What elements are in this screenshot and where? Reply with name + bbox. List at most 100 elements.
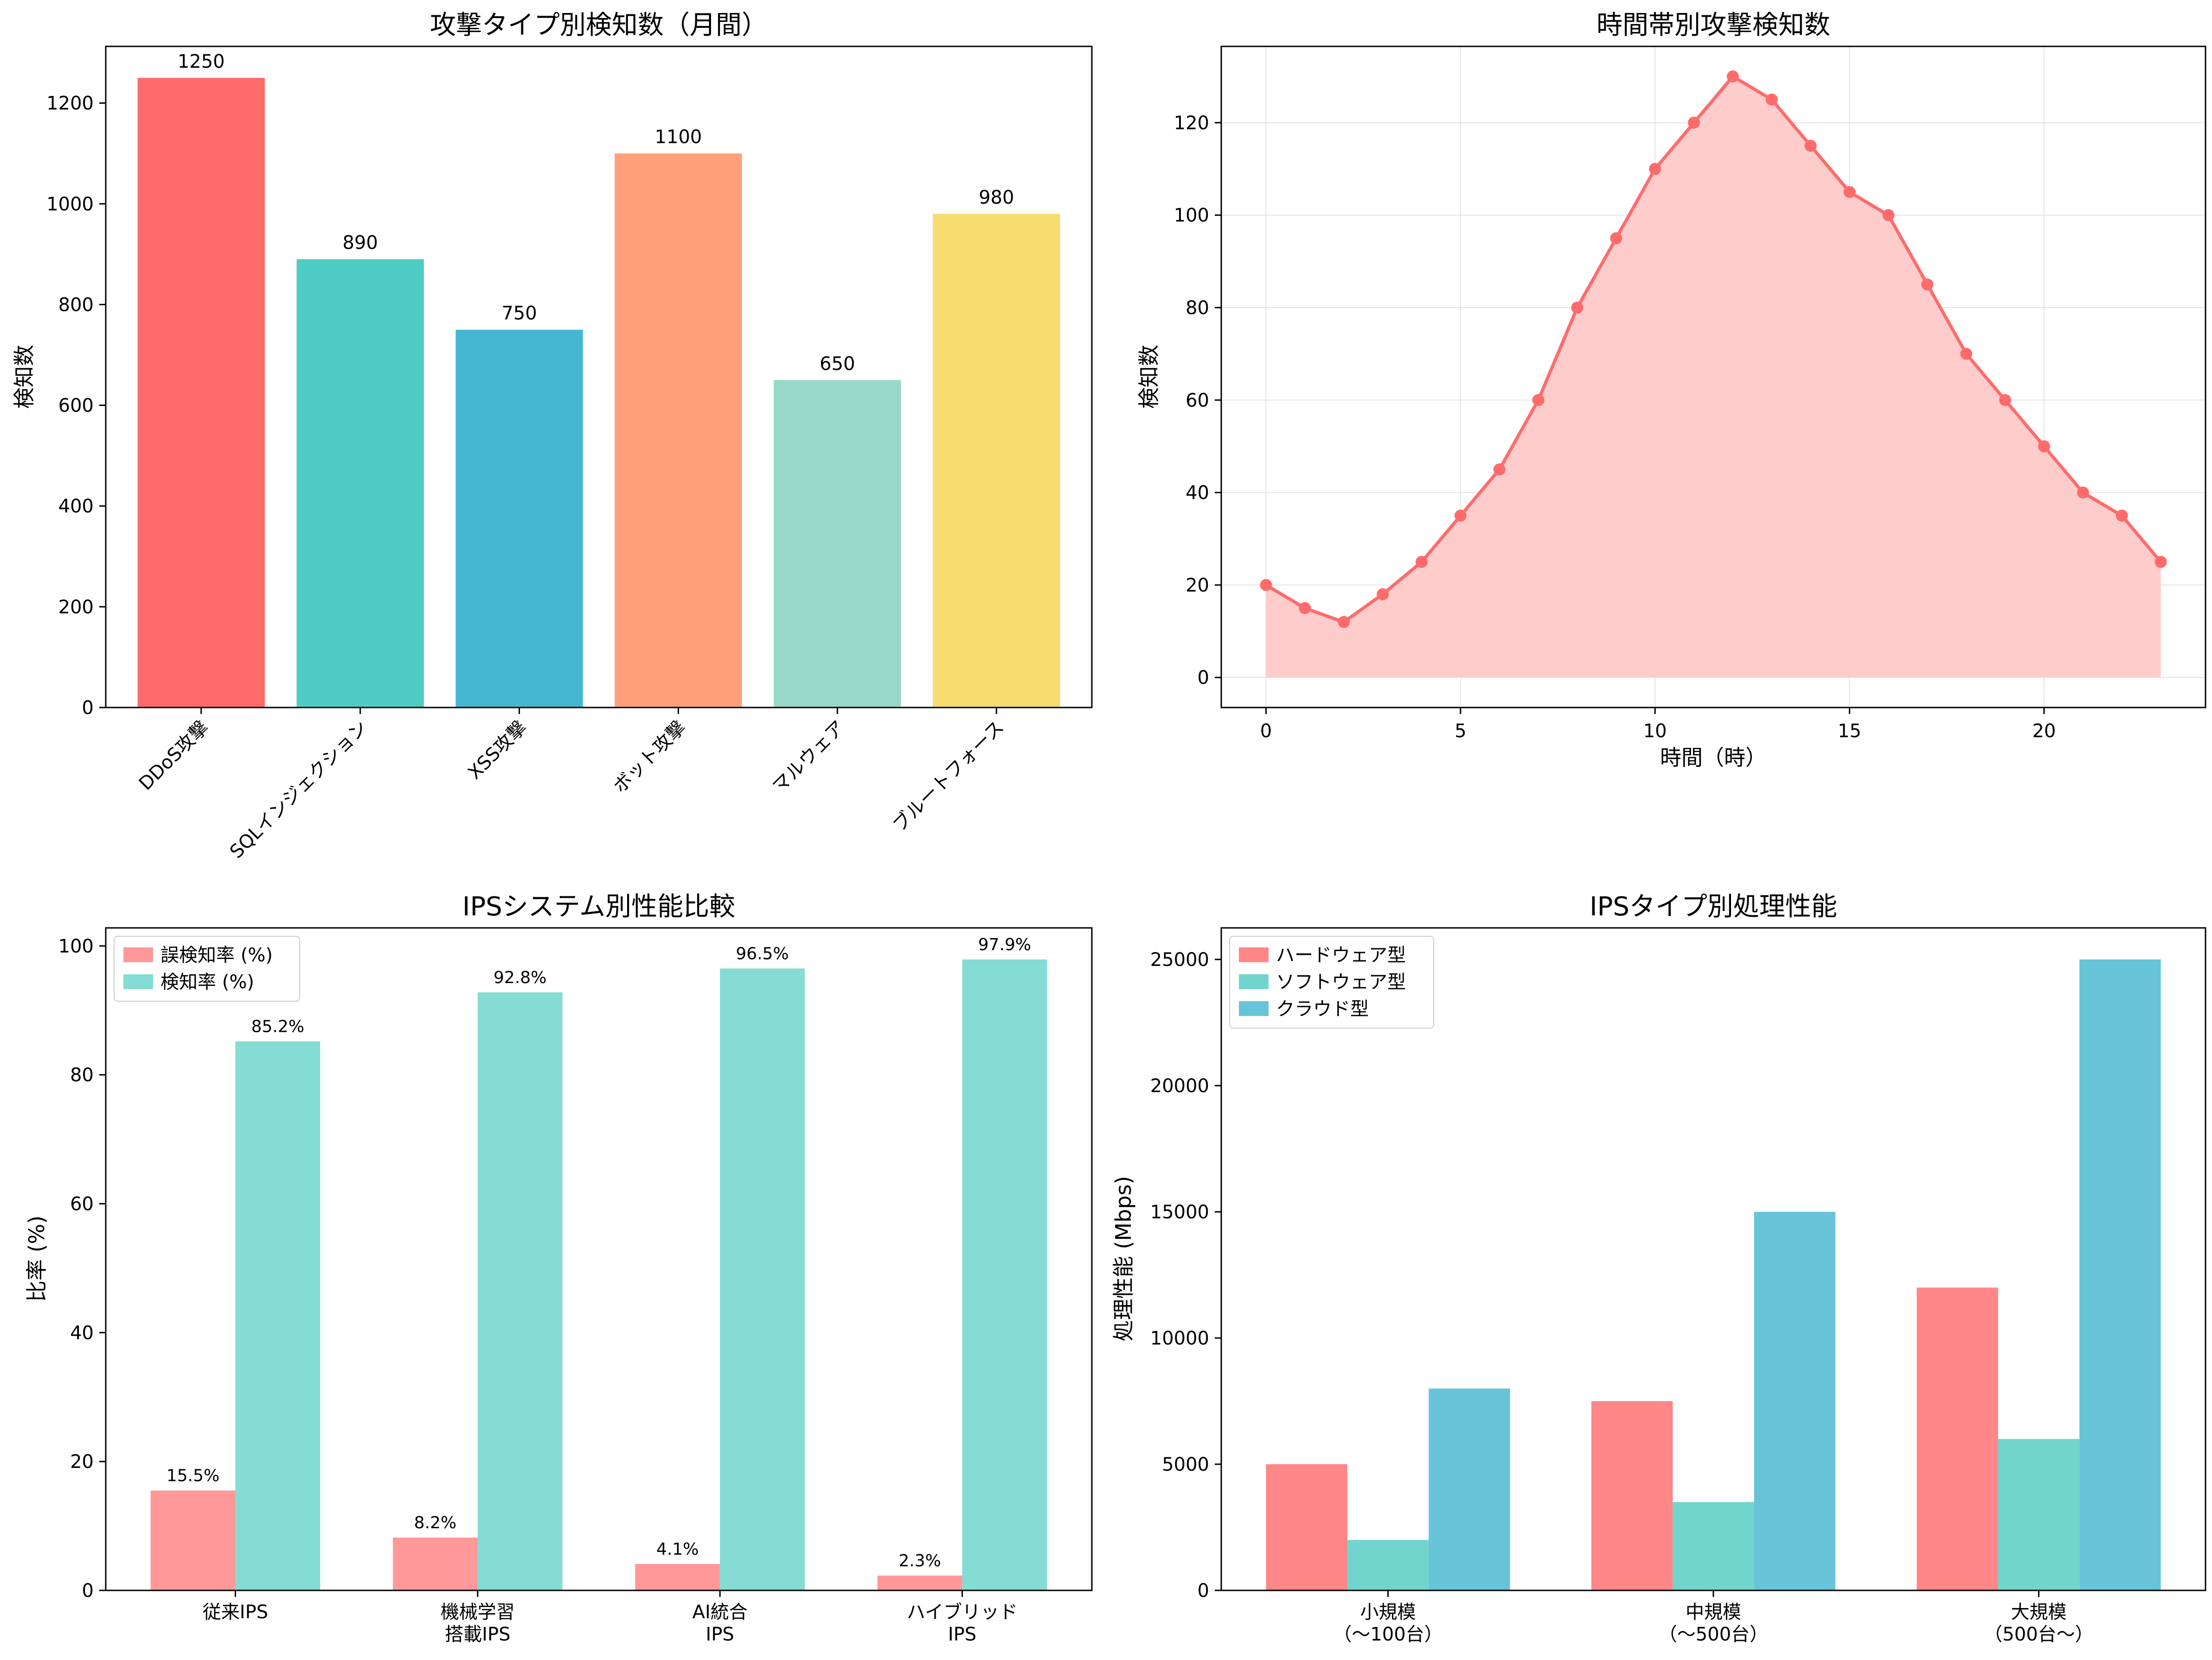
bar-value-label: 96.5% (736, 945, 789, 964)
y-tick-label: 120 (1174, 112, 1209, 134)
bar (392, 1538, 478, 1590)
legend-label: 誤検知率 (%) (160, 945, 273, 966)
chart-title: 時間帯別攻撃検知数 (1596, 10, 1830, 40)
plot-frame (105, 927, 1093, 1591)
y-tick-label: 400 (58, 496, 94, 517)
data-point (1726, 70, 1739, 83)
bar (1917, 1287, 1998, 1590)
chart-title: IPSシステム別性能比較 (462, 892, 735, 922)
y-tick-label: 1200 (46, 93, 94, 114)
ips-throughput-chart: IPSタイプ別処理性能 処理性能 (Mbps) 小規模（～100台） 中規模（～5… (1111, 892, 2206, 1645)
y-tick-label: 200 (58, 597, 94, 618)
bar (1591, 1401, 1673, 1590)
data-point (1493, 463, 1506, 476)
bar-value-label: 97.9% (978, 935, 1031, 954)
x-tick-label: AI統合 (692, 1602, 748, 1623)
x-tick-label: 搭載IPS (445, 1624, 510, 1645)
y-tick-label: 40 (1186, 483, 1209, 504)
bar (1347, 1540, 1429, 1590)
bar-value-label: 8.2% (414, 1513, 456, 1532)
legend-swatch (1239, 974, 1269, 989)
bars: 15.5% 85.2% 8.2% 92.8% 4.1% 96.5% 2.3% 97.9% (150, 935, 1047, 1590)
x-tick-label: 10 (1643, 721, 1667, 742)
plot-frame (1220, 927, 2206, 1591)
data-point (1999, 394, 2012, 406)
area-fill (1266, 76, 2161, 678)
bar-value-label: 1100 (655, 127, 702, 148)
y-tick-label: 0 (82, 1580, 94, 1602)
series-line (1265, 75, 2162, 624)
y-tick-label: 0 (82, 697, 94, 719)
legend-label: ソフトウェア型 (1276, 972, 1406, 993)
x-tick-label: 20 (2032, 721, 2056, 742)
bar-value-label: 890 (342, 232, 378, 254)
legend-swatch (123, 947, 153, 962)
y-tick-label: 80 (70, 1065, 94, 1086)
data-point (1454, 509, 1467, 522)
bar (615, 153, 742, 708)
y-axis-label: 検知数 (1136, 345, 1161, 409)
data-point (1843, 186, 1856, 198)
data-point (1338, 616, 1350, 628)
bar (962, 959, 1047, 1590)
data-point (1377, 588, 1389, 600)
data-point (1299, 602, 1311, 614)
x-tick-label: （～500台） (1659, 1624, 1768, 1645)
data-point (1649, 163, 1661, 175)
data-point (1882, 209, 1895, 221)
data-point (1960, 347, 1973, 360)
bar (137, 77, 265, 708)
data-point (1610, 232, 1622, 244)
legend-swatch (1239, 1001, 1269, 1016)
y-tick-label: 80 (1186, 297, 1209, 319)
data-point (1415, 556, 1428, 568)
y-tick-label: 800 (58, 294, 94, 315)
legend-label: ハードウェア型 (1276, 945, 1406, 966)
bar (1998, 1439, 2080, 1590)
data-point (1765, 93, 1778, 106)
x-tick-label: （500台～） (1984, 1624, 2093, 1645)
bar (296, 259, 424, 708)
bar-value-label: 650 (820, 353, 855, 374)
bar (477, 992, 563, 1590)
y-tick-label: 0 (1198, 1580, 1209, 1602)
x-tick-label: ハイブリッド (907, 1602, 1018, 1623)
chart-title: IPSタイプ別処理性能 (1590, 892, 1837, 922)
bar-value-label: 4.1% (656, 1540, 699, 1559)
data-point (1804, 140, 1817, 152)
y-tick-label: 60 (1186, 390, 1209, 411)
bar (1673, 1502, 1754, 1590)
y-tick-label: 20 (70, 1451, 94, 1473)
legend-box (1229, 936, 1434, 1029)
bar (1754, 1212, 1836, 1590)
y-tick-label: 25000 (1150, 949, 1209, 971)
data-point (2038, 440, 2050, 452)
y-tick-label: 100 (58, 936, 94, 957)
bar (235, 1041, 321, 1590)
chart-title: 攻撃タイプ別検知数（月間） (430, 10, 768, 40)
x-axis-label: 時間（時） (1660, 745, 1767, 770)
x-tick-label: 小規模 (1360, 1602, 1416, 1623)
bar-value-label: 980 (979, 187, 1014, 208)
bar (774, 380, 901, 708)
legend-swatch (123, 974, 153, 989)
x-tick-label: 5 (1455, 721, 1466, 742)
plot-frame (1220, 45, 2206, 708)
y-tick-label: 600 (58, 395, 94, 417)
bars (1266, 959, 2161, 1590)
y-tick-label: 0 (1198, 667, 1209, 688)
bar (635, 1564, 720, 1590)
series-area (1260, 70, 2167, 678)
y-axis-label: 処理性能 (Mbps) (1111, 1176, 1136, 1342)
axis-ticks: 小規模（～100台） 中規模（～500台） 大規模（500台～） 0 5000 10000… (1150, 949, 2094, 1645)
x-tick-label: 0 (1260, 721, 1272, 742)
y-tick-label: 1000 (46, 193, 94, 215)
bar (877, 1576, 962, 1590)
data-point (1688, 116, 1700, 129)
x-tick-label: IPS (706, 1624, 734, 1645)
data-point (2116, 509, 2128, 522)
legend-box (114, 936, 300, 1002)
bar-value-label: 750 (501, 303, 537, 324)
bar (933, 214, 1060, 708)
